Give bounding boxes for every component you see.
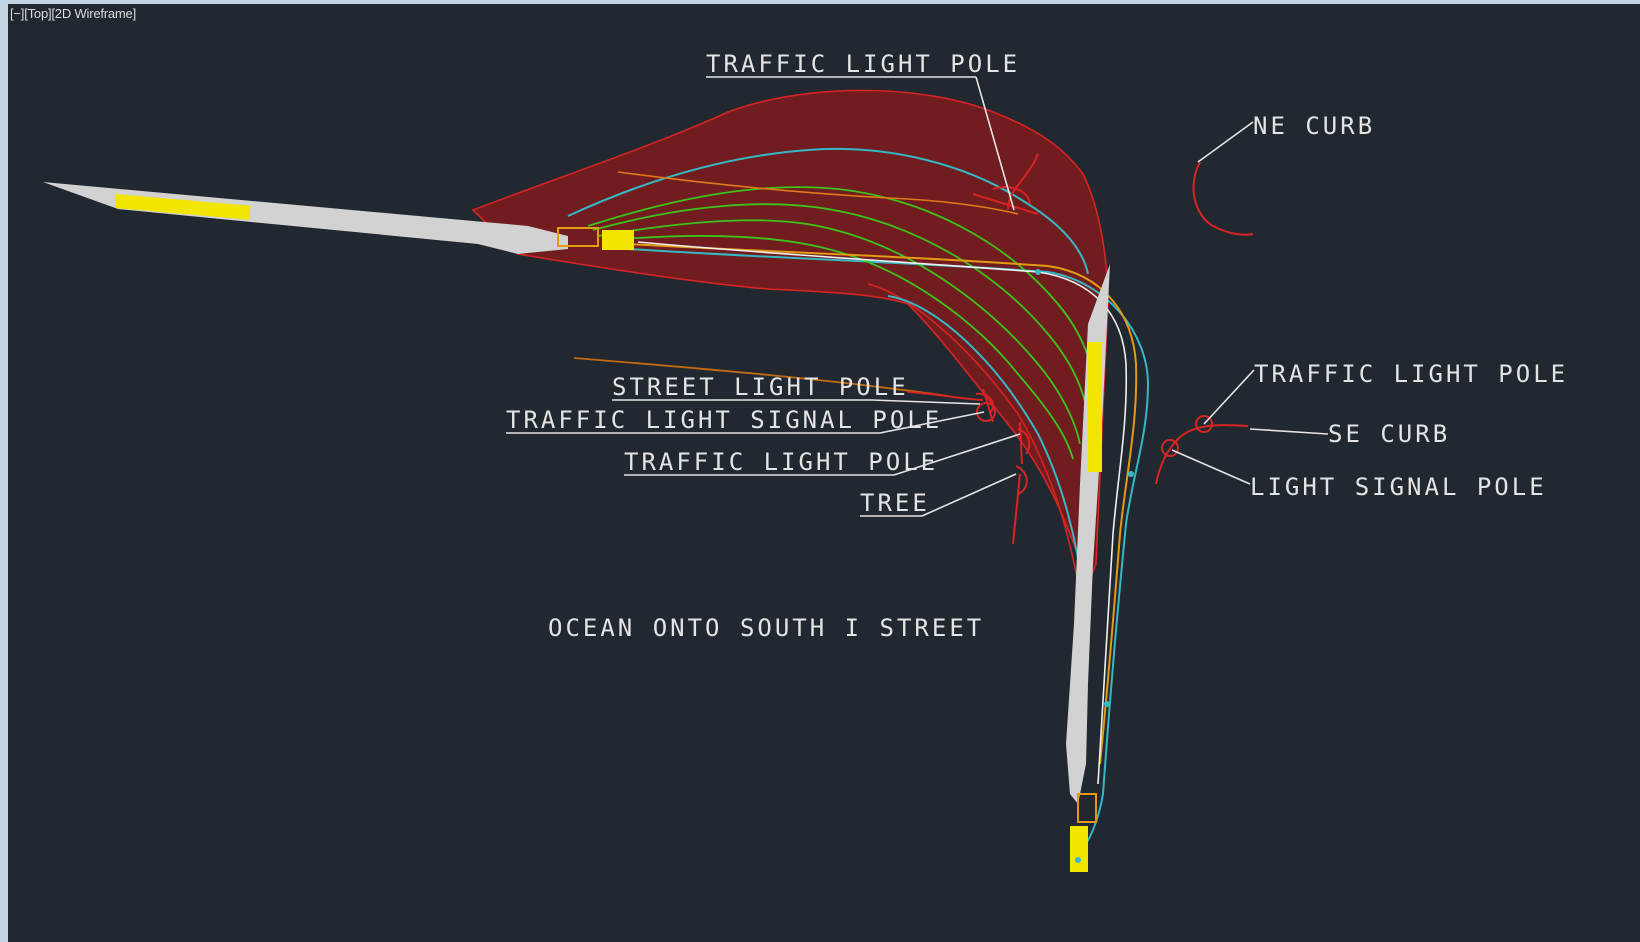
leader-traffic-light-signal-pole bbox=[879, 411, 985, 434]
se-curb-line bbox=[1155, 424, 1249, 485]
leader-se-curb bbox=[1249, 428, 1329, 435]
label-traffic-light-pole-right: TRAFFIC LIGHT POLE bbox=[1254, 360, 1568, 388]
leader-street-light-pole bbox=[871, 399, 981, 405]
vehicle-cab-west bbox=[557, 227, 599, 247]
label-traffic-light-pole-top: TRAFFIC LIGHT POLE bbox=[706, 50, 1020, 78]
wheel-path-cyan-right bbox=[627, 248, 1150, 860]
label-traffic-light-pole-mid: TRAFFIC LIGHT POLE bbox=[624, 448, 938, 476]
wheel-path-green-2 bbox=[592, 203, 1089, 415]
label-se-curb: SE CURB bbox=[1328, 420, 1450, 448]
label-ne-curb: NE CURB bbox=[1253, 112, 1375, 140]
leader-ne-curb bbox=[1197, 121, 1254, 163]
wheel-path-green-3 bbox=[597, 219, 1081, 445]
traffic-light-pole-mid-symbol bbox=[1017, 421, 1031, 465]
vehicle-yellow-south-side bbox=[1088, 342, 1102, 472]
wheel-path-cyan-outer bbox=[567, 147, 1089, 275]
light-signal-pole-symbol bbox=[1161, 439, 1179, 457]
vehicle-yellow-south-cab bbox=[1070, 826, 1088, 872]
wheel-path-cyan-inner bbox=[887, 295, 1084, 595]
tree-symbol bbox=[1012, 465, 1028, 545]
drawing-viewport[interactable]: TRAFFIC LIGHT POLE NE CURB STREET LIGHT … bbox=[8, 4, 1640, 942]
swept-path-inner-edge bbox=[867, 283, 1081, 595]
marker-cyan-2 bbox=[1128, 471, 1134, 477]
vehicle-cab-south bbox=[1077, 793, 1097, 823]
vehicle-yellow-west-cab bbox=[602, 230, 634, 250]
label-light-signal-pole: LIGHT SIGNAL POLE bbox=[1250, 473, 1547, 501]
leader-tree bbox=[921, 473, 1017, 517]
label-street-light-pole: STREET LIGHT POLE bbox=[612, 373, 909, 401]
label-tree: TREE bbox=[860, 489, 930, 517]
leader-traffic-light-pole-mid bbox=[893, 433, 1021, 476]
ne-curb-line bbox=[1192, 161, 1254, 236]
leader-traffic-light-pole-right bbox=[1203, 369, 1255, 425]
marker-cyan-4 bbox=[1075, 857, 1081, 863]
street-light-reference-line bbox=[573, 357, 949, 397]
viewport-controls[interactable]: [−][Top][2D Wireframe] bbox=[10, 6, 136, 21]
wheel-path-green-1 bbox=[587, 186, 1097, 395]
traffic-light-pole-right-symbol bbox=[1195, 415, 1213, 433]
marker-cyan-1 bbox=[1035, 269, 1041, 275]
leader-light-signal-pole bbox=[1171, 449, 1251, 485]
traffic-light-pole-top-symbol bbox=[972, 153, 1039, 215]
wheel-path-orange-2 bbox=[627, 243, 1138, 765]
marker-cyan-3 bbox=[1104, 701, 1110, 707]
traffic-light-signal-pole-symbol bbox=[976, 402, 996, 422]
viewport-controls-label[interactable]: [−][Top][2D Wireframe] bbox=[10, 6, 136, 21]
leader-traffic-light-pole-top bbox=[975, 76, 1015, 211]
drawing-title: OCEAN ONTO SOUTH I STREET bbox=[548, 614, 984, 642]
cad-drawing[interactable]: TRAFFIC LIGHT POLE NE CURB STREET LIGHT … bbox=[8, 4, 1640, 942]
wheel-path-green-4 bbox=[607, 234, 1074, 460]
vehicle-centerline bbox=[637, 241, 1128, 785]
label-traffic-light-signal-pole: TRAFFIC LIGHT SIGNAL POLE bbox=[506, 406, 942, 434]
street-light-pole-symbol bbox=[907, 388, 994, 423]
wheel-path-orange-1 bbox=[617, 171, 1019, 215]
vehicle-yellow-west-rear bbox=[114, 194, 251, 220]
